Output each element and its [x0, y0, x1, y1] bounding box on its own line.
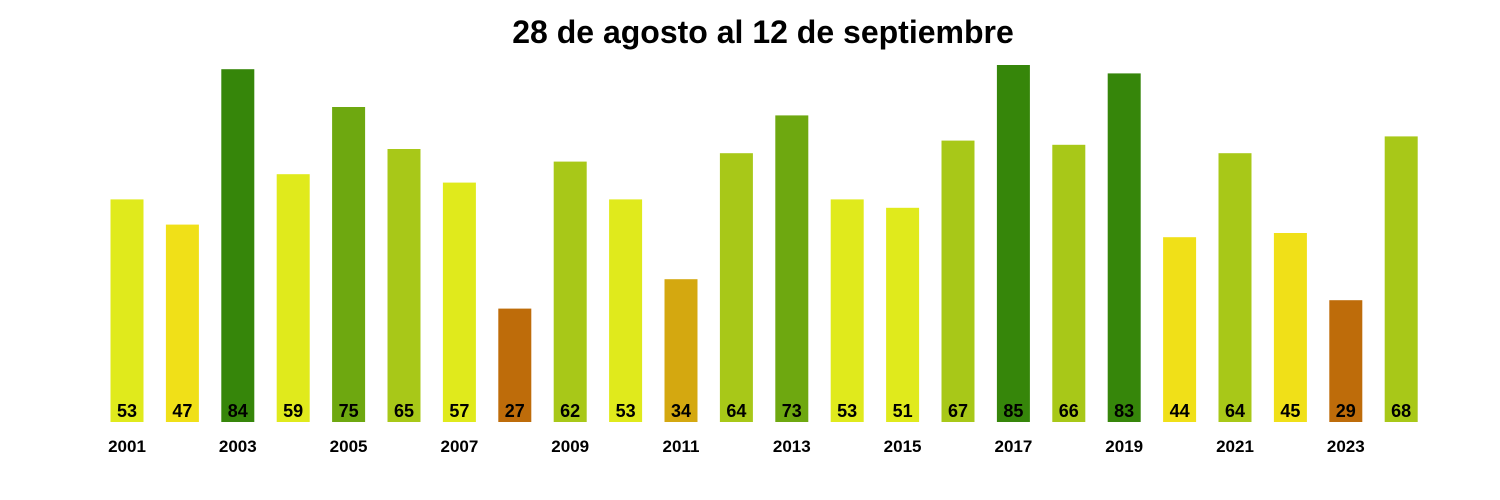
value-labels-group: 53 47 84 59 75 65 57 27 62 53 34 64 73 53 51 67 85 66 83 44…	[117, 401, 1411, 421]
value-label-2013: 73	[782, 401, 802, 421]
x-tick-2015: 2015	[884, 437, 922, 456]
value-label-2008: 27	[505, 401, 525, 421]
x-tick-2005: 2005	[330, 437, 368, 456]
bar-2013	[775, 115, 809, 423]
value-label-2012: 64	[726, 401, 746, 421]
value-label-2019: 83	[1114, 401, 1134, 421]
value-label-2002: 47	[172, 401, 192, 421]
value-label-2018: 66	[1059, 401, 1079, 421]
bar-2006	[387, 149, 421, 422]
bar-2024	[1384, 136, 1418, 422]
value-label-2005: 75	[339, 401, 359, 421]
value-label-2003: 84	[228, 401, 248, 421]
bar-2017	[996, 65, 1030, 422]
bar-2011	[664, 279, 698, 422]
bar-2023	[1329, 300, 1363, 422]
value-label-2016: 67	[948, 401, 968, 421]
value-label-2020: 44	[1170, 401, 1190, 421]
x-tick-2019: 2019	[1105, 437, 1143, 456]
bars-group	[110, 65, 1418, 423]
value-label-2010: 53	[616, 401, 636, 421]
x-tick-2007: 2007	[440, 437, 478, 456]
x-tick-2003: 2003	[219, 437, 257, 456]
value-label-2017: 85	[1003, 401, 1023, 421]
bar-2005	[332, 107, 366, 422]
bar-2019	[1107, 73, 1141, 423]
x-tick-2023: 2023	[1327, 437, 1365, 456]
bar-2020	[1163, 237, 1197, 422]
x-tick-2013: 2013	[773, 437, 811, 456]
bar-2002	[165, 224, 199, 422]
value-label-2015: 51	[893, 401, 913, 421]
value-label-2024: 68	[1391, 401, 1411, 421]
bar-2004	[276, 174, 310, 422]
value-label-2014: 53	[837, 401, 857, 421]
bar-2014	[830, 199, 864, 422]
bar-2022	[1273, 233, 1307, 422]
bar-2016	[941, 140, 975, 422]
value-label-2023: 29	[1336, 401, 1356, 421]
x-tick-labels-group: 2001 2003 2005 2007 2009 2011 2013 2015 2017 2019…	[108, 437, 1365, 456]
bar-2007	[442, 182, 476, 422]
bar-2001	[110, 199, 144, 422]
x-tick-2009: 2009	[551, 437, 589, 456]
x-tick-2017: 2017	[994, 437, 1032, 456]
x-tick-2011: 2011	[663, 437, 700, 456]
bar-2015	[886, 207, 920, 422]
value-label-2022: 45	[1280, 401, 1300, 421]
bar-2018	[1052, 144, 1086, 423]
value-label-2011: 34	[671, 401, 691, 421]
x-tick-2001: 2001	[108, 437, 146, 456]
chart-title: 28 de agosto al 12 de septiembre	[512, 14, 1014, 50]
value-label-2007: 57	[449, 401, 469, 421]
value-label-2004: 59	[283, 401, 303, 421]
value-label-2001: 53	[117, 401, 137, 421]
value-label-2021: 64	[1225, 401, 1245, 421]
bar-2010	[609, 199, 643, 422]
bar-2003	[221, 69, 255, 422]
bar-2021	[1218, 153, 1252, 422]
value-label-2009: 62	[560, 401, 580, 421]
x-tick-2021: 2021	[1216, 437, 1254, 456]
bar-2012	[719, 153, 753, 422]
value-label-2006: 65	[394, 401, 414, 421]
bar-2009	[553, 161, 587, 422]
bar-2008	[498, 308, 532, 422]
